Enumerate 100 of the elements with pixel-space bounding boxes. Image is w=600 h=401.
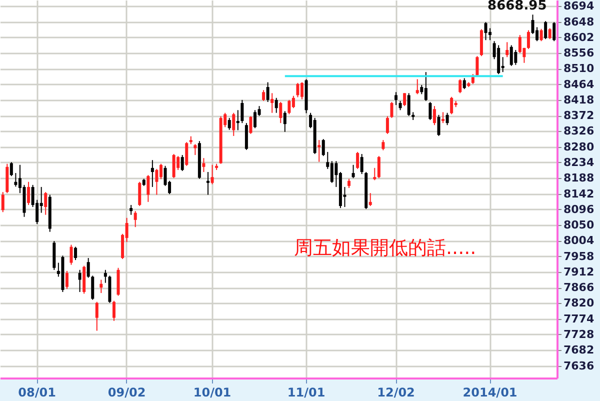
candlestick (150, 160, 154, 188)
candlestick (236, 110, 240, 131)
candlestick (360, 153, 364, 175)
candlestick (14, 172, 18, 188)
candlestick (27, 181, 30, 206)
candlestick (322, 138, 325, 157)
candlestick (352, 164, 355, 179)
candlestick (552, 22, 556, 42)
candlestick (86, 258, 90, 278)
candlestick (266, 82, 270, 102)
candlestick (155, 168, 158, 196)
candlestick (458, 78, 462, 94)
candlestick (194, 144, 197, 156)
y-tick-label: 8050 (564, 218, 594, 232)
candlestick (185, 142, 188, 166)
candlestick (74, 246, 78, 261)
y-tick-label: 8004 (564, 234, 594, 248)
y-tick-label: 8372 (564, 109, 594, 122)
candlestick (416, 78, 419, 95)
candlestick (100, 279, 103, 294)
y-tick-label: 8556 (564, 46, 594, 60)
candlestick (244, 122, 248, 150)
x-tick-label: 10/01 (193, 386, 232, 400)
candlestick (10, 162, 13, 177)
candlestick (424, 72, 428, 102)
candlestick (138, 181, 142, 206)
candlestick (249, 116, 252, 134)
y-tick-label: 7774 (564, 312, 594, 326)
y-tick-label: 8096 (564, 202, 594, 216)
candlestick (510, 44, 513, 66)
candlestick (172, 153, 176, 179)
x-tick-label: 2014/01 (462, 386, 518, 400)
y-tick-label: 8602 (564, 30, 594, 44)
candlestick (262, 90, 266, 102)
candlestick (206, 172, 210, 196)
candlestick (540, 28, 543, 42)
candlestick (403, 92, 406, 107)
candlestick (446, 112, 449, 126)
candlestick (382, 140, 385, 151)
candlestick (407, 92, 410, 116)
candlestick (159, 163, 162, 180)
candlestick (240, 99, 244, 124)
y-tick-label: 7866 (564, 281, 594, 294)
candlestick (91, 275, 94, 300)
candlestick (348, 178, 351, 188)
candlestick (373, 167, 376, 181)
candlestick (386, 116, 389, 134)
candlestick (44, 192, 48, 216)
y-tick-label: 7912 (564, 265, 594, 278)
candlestick (390, 101, 394, 118)
candlestick (514, 49, 518, 66)
candlestick (462, 78, 466, 90)
y-tick-label: 7682 (564, 344, 594, 357)
y-tick-label: 8510 (564, 62, 594, 76)
candlestick (210, 164, 214, 185)
candlestick (232, 112, 236, 136)
candlestick (296, 82, 300, 98)
candlestick (134, 210, 137, 228)
candlestick (146, 174, 150, 202)
candlestick (476, 56, 479, 77)
candlestick (484, 22, 488, 41)
candlestick (112, 300, 116, 322)
candlestick (432, 106, 436, 126)
candlestick (442, 112, 445, 124)
y-tick-label: 8280 (564, 140, 594, 154)
candlestick (65, 270, 68, 290)
candlestick (428, 101, 432, 120)
candlestick (130, 204, 133, 216)
y-tick-label: 7728 (564, 328, 594, 341)
y-tick-label: 8142 (564, 187, 594, 200)
y-tick-label: 7958 (564, 250, 594, 263)
candlestick (330, 160, 334, 184)
candlestick (288, 99, 291, 115)
x-tick-label: 08/01 (18, 386, 56, 400)
candlestick (526, 30, 530, 50)
annotation: 周五如果開低的話..... (294, 237, 476, 259)
candlestick (368, 192, 372, 206)
y-tick-label: 7636 (564, 359, 594, 372)
x-tick-label: 12/02 (377, 386, 415, 400)
y-tick-label: 8648 (564, 15, 594, 28)
candlestick (202, 158, 206, 173)
candlestick (95, 301, 98, 332)
y-tick-label: 8234 (564, 156, 594, 169)
x-tick-label: 11/01 (287, 386, 326, 400)
y-tick-label: 8694 (564, 0, 594, 13)
candlestick (450, 96, 454, 115)
y-tick-label: 7820 (564, 296, 594, 310)
candlestick (377, 156, 380, 179)
candlestick (279, 101, 282, 124)
y-tick-label: 8418 (564, 93, 594, 106)
candlestick (544, 20, 548, 40)
candlestick (180, 154, 184, 172)
candlestick (318, 140, 321, 162)
candlestick (283, 110, 286, 132)
candlestick (70, 244, 73, 266)
candlestick (518, 34, 522, 54)
candlestick (437, 114, 440, 136)
candlestick (506, 42, 509, 58)
candlestick (1, 192, 4, 213)
candlestick (104, 269, 107, 284)
